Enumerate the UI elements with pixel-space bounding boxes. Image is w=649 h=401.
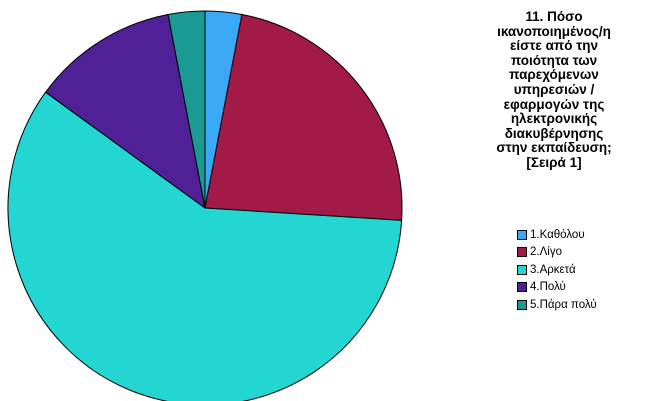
chart-title-line: στην εκπαίδευση; bbox=[496, 140, 612, 156]
legend-label: 4.Πολύ bbox=[530, 281, 566, 294]
legend-swatch bbox=[517, 229, 527, 240]
legend-swatch bbox=[517, 247, 527, 258]
legend-swatch bbox=[517, 282, 527, 293]
legend-label: 1.Καθόλου bbox=[530, 228, 585, 241]
chart-title-line: 11. Πόσο bbox=[525, 9, 583, 24]
legend-item: 2.Λίγο bbox=[517, 244, 597, 262]
chart-title-line: υπηρεσιών / bbox=[513, 81, 595, 97]
chart-title: 11. Πόσο ικανοποιημένος/η είστε από την ποι… bbox=[468, 9, 640, 171]
legend-label: 3.Αρκετά bbox=[530, 263, 576, 276]
legend: 1.Καθόλου 2.Λίγο 3.Αρκετά 4.Πολύ 5.Πάρα πολύ bbox=[517, 226, 597, 314]
legend-item: 1.Καθόλου bbox=[517, 226, 597, 244]
pie-slice-3 bbox=[7, 91, 403, 401]
chart-title-line: παρεχόμενων bbox=[509, 67, 599, 83]
pie-slice-5 bbox=[167, 10, 206, 209]
legend-item: 4.Πολύ bbox=[517, 279, 597, 297]
chart-title-line: ικανοποιημένος/η bbox=[497, 23, 611, 39]
chart-title-line: ποιότητα των bbox=[510, 52, 598, 68]
pie-slice-4 bbox=[45, 13, 206, 209]
pie-slice-2 bbox=[204, 13, 403, 221]
legend-item: 5.Πάρα πολύ bbox=[517, 296, 597, 314]
chart-title-line: ηλεκτρονικής bbox=[510, 111, 598, 127]
chart-title-line: διακυβέρνησης bbox=[504, 125, 604, 141]
legend-item: 3.Αρκετά bbox=[517, 261, 597, 279]
legend-label: 5.Πάρα πολύ bbox=[530, 298, 597, 311]
legend-swatch bbox=[517, 264, 527, 275]
chart-title-line: είστε από την bbox=[510, 38, 598, 54]
chart-title-line: εφαρμογών της bbox=[503, 96, 605, 112]
legend-swatch bbox=[517, 299, 527, 310]
chart-title-line: [Σειρά 1] bbox=[526, 154, 582, 170]
legend-label: 2.Λίγο bbox=[530, 246, 562, 259]
